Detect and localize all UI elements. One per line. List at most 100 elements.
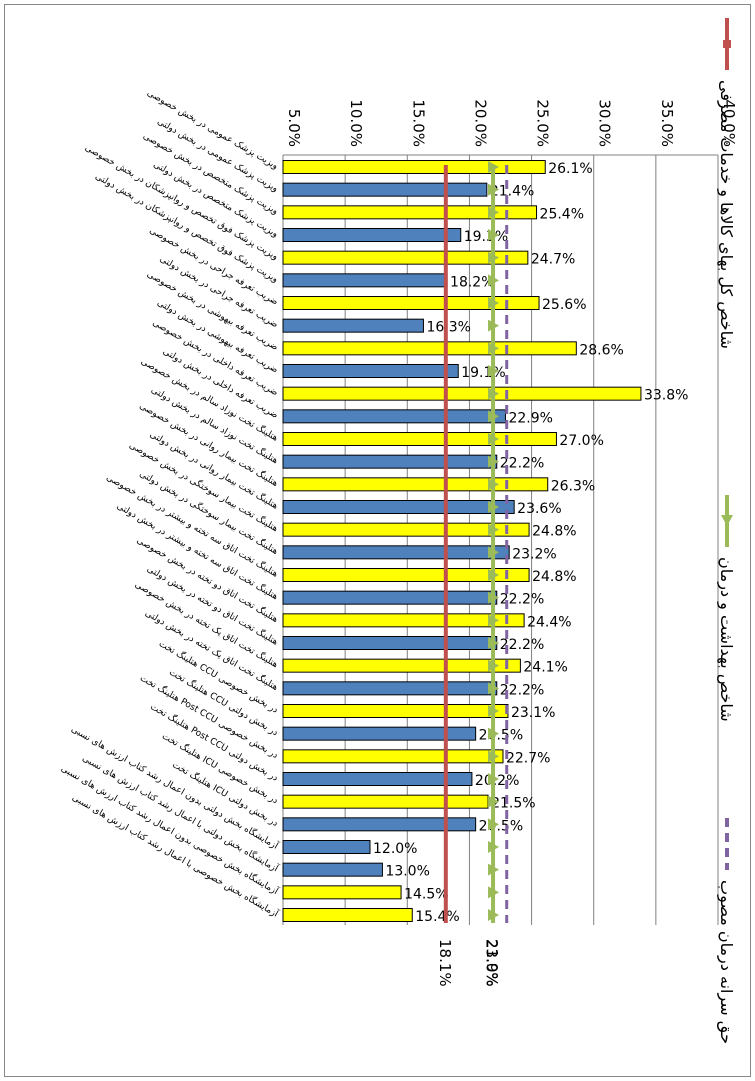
bar [282,341,577,356]
bar [282,386,642,401]
value-label: 12.0% [373,841,417,857]
legend-marker [723,40,731,48]
reference-marker [488,795,500,808]
reference-marker [488,433,500,445]
reference-marker [488,909,500,921]
reference-marker [488,455,500,468]
bar [282,590,498,605]
value-label: 23.6% [517,501,561,517]
value-label: 20.5% [479,728,523,744]
value-label: 22.2% [500,592,544,608]
x-tick-label: 15.0% [409,99,427,147]
bar [282,772,473,786]
reference-marker [488,274,500,287]
x-tick-label: 35.0% [658,99,676,147]
legend-label: شاخص کل بهای کالاها و خدمات مصرفی [716,80,736,349]
reference-marker [488,705,500,717]
reference-marker [488,161,500,173]
value-label: 25.6% [542,297,586,313]
reference-marker [488,818,500,831]
x-tick-label: 20.0% [471,99,489,147]
bar [282,794,489,809]
bar [282,704,509,718]
reference-marker [488,342,500,355]
reference-marker [488,863,500,876]
bar [282,250,529,265]
bar [282,318,424,333]
value-label: 16.3% [426,320,470,336]
value-label: 19.3% [464,229,508,245]
value-label: 20.2% [475,773,519,789]
reference-marker [488,546,500,559]
value-label: 22.2% [500,456,544,472]
reference-value-label: 18.1% [436,939,454,987]
value-label: 22.2% [500,682,544,698]
bar [282,636,498,650]
bar [282,296,540,310]
reference-marker [488,251,500,264]
value-label: 33.8% [644,388,688,404]
value-label: 14.5% [404,886,448,902]
value-label: 24.4% [527,614,571,630]
reference-marker [488,569,500,581]
reference-marker [488,206,500,219]
x-tick-label: 5.0% [285,109,303,147]
legend-label: شاخص بهداشت و درمان [716,557,736,722]
value-label: 13.0% [385,864,429,880]
reference-marker [488,297,500,309]
reference-marker [488,387,500,400]
bar [282,908,413,922]
bar [282,500,515,514]
reference-marker [488,478,500,491]
bar [282,228,462,242]
reference-value-label: 21.9% [483,939,501,987]
value-label: 21.4% [490,184,534,200]
x-tick-label: 10.0% [347,99,365,147]
reference-marker [488,183,500,196]
value-label: 24.7% [531,252,575,268]
reference-marker [488,773,500,785]
reference-marker [488,727,500,740]
reference-marker [488,523,500,536]
bar [282,273,448,288]
value-label: 28.6% [579,342,623,358]
value-label: 26.1% [548,161,592,177]
reference-marker [488,614,500,627]
bar [282,160,546,174]
reference-marker [488,319,500,332]
value-label: 22.2% [500,637,544,653]
value-label: 18.2% [450,274,494,290]
bar [282,409,506,424]
reference-marker [488,682,500,695]
value-label: 15.4% [415,909,459,925]
value-label: 20.5% [479,818,523,834]
x-tick-label: 40.0% [720,99,738,147]
bar [282,454,498,469]
value-label: 24.8% [532,569,576,585]
reference-marker [488,637,500,649]
reference-marker [488,410,500,423]
bar [282,364,459,378]
reference-marker [488,659,500,672]
value-label: 22.9% [508,410,552,426]
bar [282,568,530,582]
bar [282,817,477,832]
bar [282,681,498,696]
bar [282,545,510,560]
reference-marker [488,750,500,763]
value-label: 26.3% [551,478,595,494]
bar [282,477,549,492]
value-label: 23.2% [512,546,556,562]
value-label: 25.4% [540,206,584,222]
value-label: 23.1% [511,705,555,721]
reference-marker [488,591,500,604]
bar [282,749,504,764]
bar [282,205,538,220]
bar [282,613,525,628]
value-label: 21.5% [491,796,535,812]
reference-marker [488,365,500,377]
legend-marker [721,515,733,526]
bar [282,182,488,197]
bar [282,885,402,900]
bar [282,522,530,537]
